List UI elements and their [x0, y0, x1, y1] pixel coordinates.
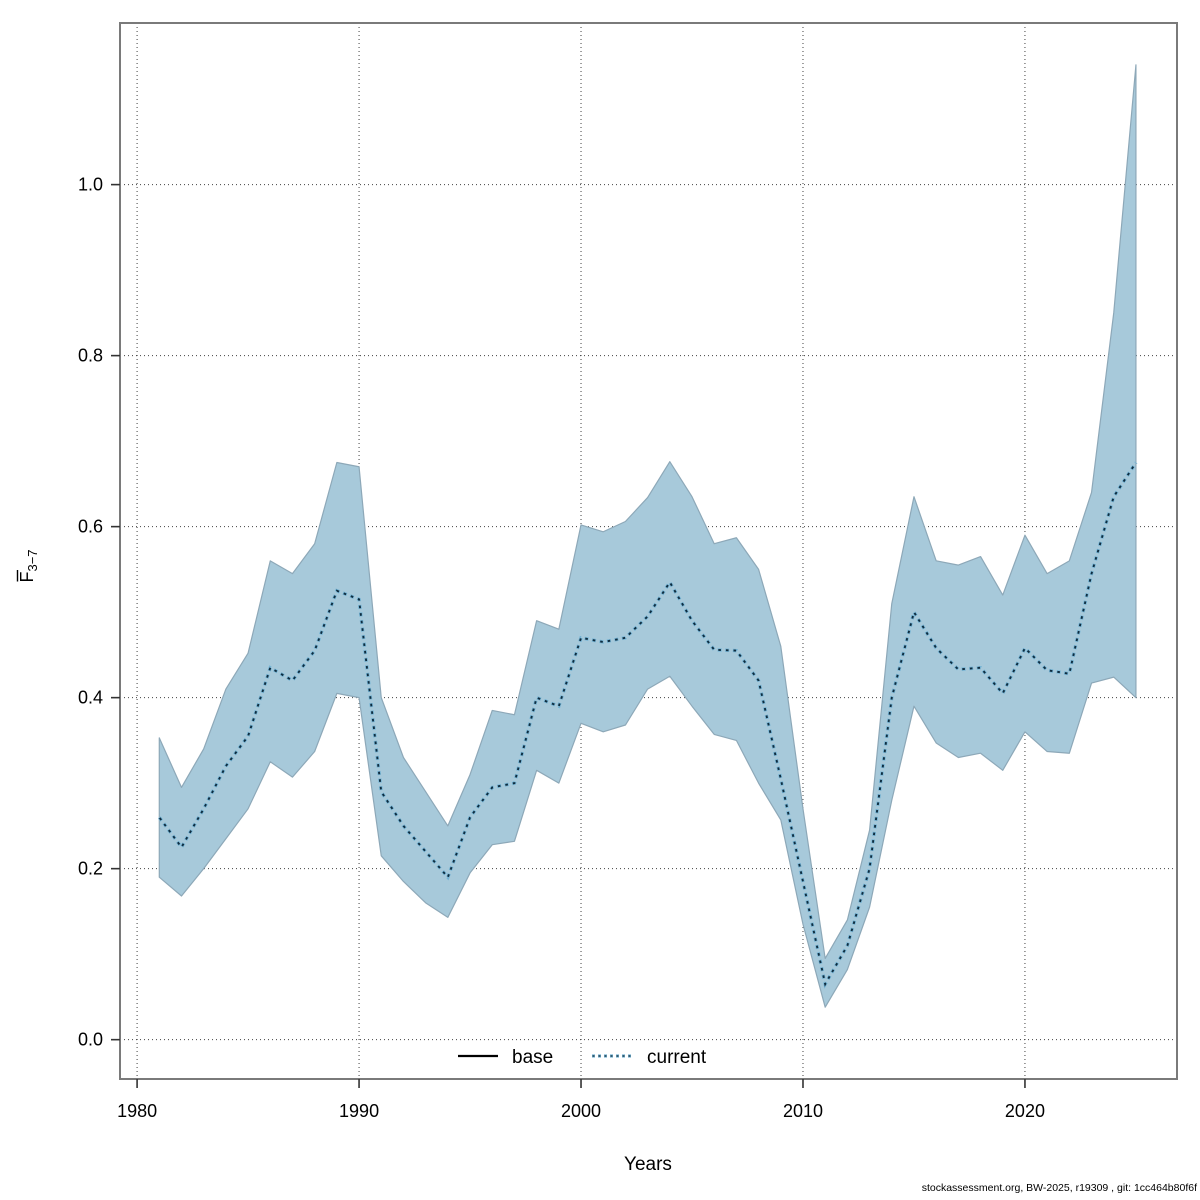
y-tick-labels: 0.0 0.2 0.4 0.6 0.8 1.0	[78, 175, 103, 1050]
y-axis-label-subscript: 3−7	[25, 549, 40, 571]
plot-border	[119, 22, 1178, 1080]
legend: base current	[458, 1047, 707, 1068]
x-tick-label: 2000	[561, 1101, 601, 1121]
y-axis-label-f: F	[17, 572, 37, 583]
legend-base-label: base	[512, 1047, 553, 1068]
x-tick-label: 1980	[117, 1101, 157, 1121]
y-tick-label: 1.0	[78, 175, 103, 195]
x-tick-labels: 1980 1990 2000 2010 2020	[117, 1101, 1045, 1121]
current-line-halo	[157, 461, 1138, 989]
footer-text: stockassessment.org, BW-2025, r19309 , g…	[922, 1182, 1197, 1194]
y-tick-label: 0.0	[78, 1030, 103, 1050]
x-tick-label: 2020	[1005, 1101, 1045, 1121]
y-tick-label: 0.2	[78, 859, 103, 879]
x-tick-label: 2010	[783, 1101, 823, 1121]
confidence-band	[158, 64, 1137, 1008]
y-tick-label: 0.4	[78, 688, 103, 708]
y-tick-label: 0.8	[78, 346, 103, 366]
y-axis-label: F3−7	[16, 549, 40, 583]
y-tick-label: 0.6	[78, 517, 103, 537]
legend-current-label: current	[647, 1047, 707, 1068]
axis-ticks	[111, 183, 1026, 1088]
x-tick-label: 1990	[339, 1101, 379, 1121]
svg-text:F3−7: F3−7	[17, 549, 40, 582]
x-axis-label: Years	[624, 1154, 672, 1175]
